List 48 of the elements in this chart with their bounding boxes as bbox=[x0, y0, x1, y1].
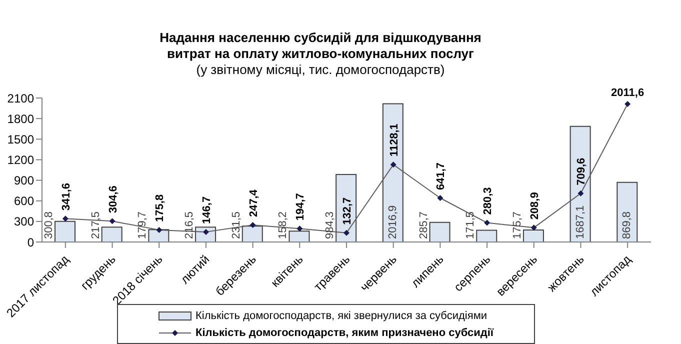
data-label: 280,3 bbox=[482, 187, 494, 215]
bar bbox=[336, 174, 357, 242]
bar bbox=[54, 220, 76, 242]
chart-subtitle: (у звітному місяці, тис. домогосподарств) bbox=[195, 62, 446, 78]
y-tick-label: 1800 bbox=[7, 112, 34, 126]
data-label: 641,7 bbox=[435, 162, 448, 190]
data-label: 285,7 bbox=[418, 211, 430, 239]
data-label: 2011,6 bbox=[611, 87, 644, 100]
data-label: 216,5 bbox=[184, 211, 196, 239]
data-label: 869,8 bbox=[621, 211, 634, 239]
bar bbox=[476, 230, 498, 242]
data-label: 171,5 bbox=[464, 211, 477, 239]
data-label: 341,6 bbox=[60, 183, 72, 211]
y-tick-label: 1200 bbox=[7, 152, 34, 167]
y-tick-label: 1500 bbox=[7, 132, 34, 146]
legend-label: Кількість домогосподарств, яким призначено субсидії bbox=[196, 326, 494, 338]
bar bbox=[101, 226, 122, 242]
data-label: 194,7 bbox=[294, 193, 307, 221]
bar bbox=[382, 103, 404, 242]
data-label: 300,8 bbox=[43, 211, 55, 239]
data-label: 231,5 bbox=[230, 211, 242, 239]
y-tick-label: 600 bbox=[14, 194, 34, 208]
data-label: 175,8 bbox=[154, 194, 166, 222]
legend-label: Кількість домогосподарств, які звернулися за субсидіями bbox=[196, 310, 488, 322]
y-tick-label: 300 bbox=[14, 214, 34, 229]
data-label: 132,7 bbox=[342, 197, 354, 225]
data-label: 984,3 bbox=[324, 211, 336, 239]
y-tick-label: 0 bbox=[27, 235, 34, 250]
data-label: 217,5 bbox=[90, 211, 102, 239]
y-tick-label: 2100 bbox=[7, 91, 34, 106]
data-label: 247,4 bbox=[248, 188, 260, 218]
data-label: 179,7 bbox=[136, 211, 149, 239]
bar bbox=[522, 229, 544, 242]
data-label: 146,7 bbox=[200, 196, 213, 224]
data-label: 709,6 bbox=[576, 158, 588, 186]
data-label: 158,2 bbox=[277, 211, 290, 239]
data-label: 304,6 bbox=[107, 186, 120, 214]
y-tick-label: 900 bbox=[14, 174, 34, 188]
data-label: 2016,9 bbox=[386, 205, 399, 239]
bar bbox=[288, 230, 310, 242]
bar bbox=[570, 126, 591, 242]
bar bbox=[242, 226, 263, 242]
data-label: 175,7 bbox=[511, 211, 524, 239]
chart-title: Надання населенню субсидій для відшкодування витрат на оплату житлово-комунальних послуг bbox=[158, 30, 482, 62]
data-label: 1128,1 bbox=[388, 124, 400, 157]
data-label: 208,9 bbox=[528, 192, 541, 220]
data-label: 1687,1 bbox=[574, 205, 586, 239]
bar bbox=[429, 222, 450, 242]
